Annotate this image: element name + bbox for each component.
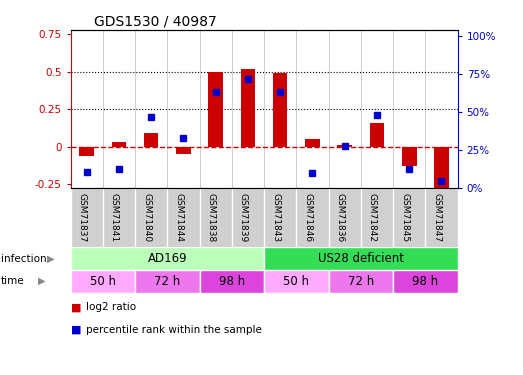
Text: GDS1530 / 40987: GDS1530 / 40987	[94, 15, 217, 29]
Text: GSM71836: GSM71836	[336, 193, 345, 242]
Bar	[393, 270, 458, 292]
Text: GSM71841: GSM71841	[110, 193, 119, 242]
Bar	[144, 133, 158, 147]
Text: 50 h: 50 h	[90, 274, 116, 288]
Bar	[112, 142, 126, 147]
Text: US28 deficient: US28 deficient	[318, 252, 404, 265]
Bar	[370, 123, 384, 147]
Text: GSM71846: GSM71846	[303, 193, 313, 242]
Bar	[71, 247, 264, 270]
Text: infection: infection	[1, 254, 47, 264]
Bar	[264, 247, 458, 270]
Text: GSM71837: GSM71837	[78, 193, 87, 242]
Text: GSM71843: GSM71843	[271, 193, 280, 242]
Text: ▶: ▶	[47, 254, 54, 264]
Bar	[200, 270, 264, 292]
Text: ▶: ▶	[38, 276, 45, 286]
Text: GSM71845: GSM71845	[400, 193, 409, 242]
Bar	[135, 270, 200, 292]
Text: GSM71838: GSM71838	[207, 193, 216, 242]
Text: 72 h: 72 h	[154, 274, 180, 288]
Text: 98 h: 98 h	[412, 274, 438, 288]
Text: AD169: AD169	[147, 252, 187, 265]
Bar	[241, 69, 255, 147]
Bar	[337, 145, 352, 147]
Text: 72 h: 72 h	[348, 274, 374, 288]
Bar	[273, 74, 288, 147]
Bar	[434, 147, 449, 188]
Bar	[402, 147, 416, 166]
Text: ■: ■	[71, 325, 81, 335]
Text: GSM71839: GSM71839	[239, 193, 248, 242]
Bar	[79, 147, 94, 156]
Text: 50 h: 50 h	[283, 274, 310, 288]
Bar	[264, 270, 328, 292]
Text: GSM71844: GSM71844	[175, 193, 184, 242]
Text: 98 h: 98 h	[219, 274, 245, 288]
Text: GSM71847: GSM71847	[433, 193, 441, 242]
Text: log2 ratio: log2 ratio	[86, 303, 137, 312]
Bar	[305, 139, 320, 147]
Bar	[209, 72, 223, 147]
Bar	[176, 147, 191, 154]
Text: ■: ■	[71, 303, 81, 312]
Bar	[328, 270, 393, 292]
Text: GSM71842: GSM71842	[368, 193, 377, 242]
Text: GSM71840: GSM71840	[142, 193, 151, 242]
Text: time: time	[1, 276, 25, 286]
Bar	[71, 270, 135, 292]
Text: percentile rank within the sample: percentile rank within the sample	[86, 325, 262, 335]
